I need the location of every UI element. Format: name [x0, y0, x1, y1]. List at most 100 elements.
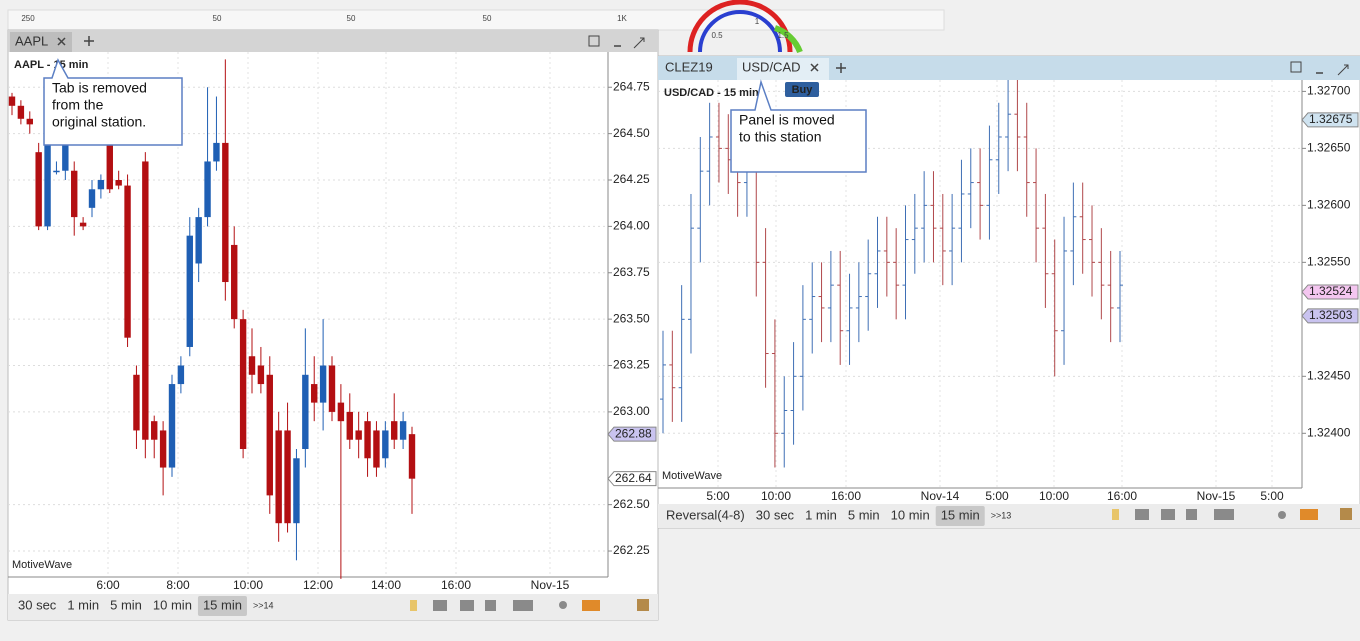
candle-body	[159, 430, 167, 468]
tab[interactable]	[10, 32, 72, 52]
x-tick-label: 14:00	[371, 578, 401, 592]
icon[interactable]	[637, 599, 649, 611]
icon[interactable]	[1135, 509, 1149, 520]
x-tick-label: Nov-14	[921, 489, 960, 503]
candle-body	[177, 365, 185, 385]
tab[interactable]	[737, 58, 829, 80]
toolbar-selected[interactable]	[935, 506, 985, 526]
price-marker	[1301, 284, 1359, 300]
icon[interactable]	[1300, 509, 1318, 520]
icon[interactable]	[1278, 511, 1286, 519]
candle-body	[133, 374, 140, 431]
icon[interactable]	[485, 600, 496, 611]
scale-label: 1K	[617, 14, 627, 23]
candle-body	[248, 356, 256, 375]
candle-body	[275, 430, 282, 524]
candle-body	[222, 142, 229, 283]
candle-body	[231, 244, 238, 320]
toolbar-item[interactable]: 30 sec	[756, 507, 795, 522]
price-marker-label: 1.32524	[1309, 284, 1353, 298]
icon[interactable]	[460, 600, 474, 611]
candle-body	[382, 430, 389, 459]
x-tick-label: 12:00	[303, 578, 333, 592]
candle-body	[284, 430, 291, 524]
x-tick-label: 10:00	[233, 578, 263, 592]
x-tick-label: 16:00	[1107, 489, 1137, 503]
toolbar-item[interactable]: 30 sec	[18, 597, 57, 612]
candle-body	[106, 142, 113, 190]
toolbar-item[interactable]: 15 min	[941, 507, 980, 522]
gauge-label: 0.5	[711, 31, 723, 40]
toolbar-item[interactable]: >>13	[991, 510, 1012, 520]
tab-bar	[8, 30, 658, 52]
candle-body	[26, 118, 33, 125]
add-tab[interactable]	[836, 63, 846, 73]
gauge-label: 1.5	[777, 31, 789, 40]
toolbar-icons	[1112, 508, 1352, 520]
price-marker	[1301, 112, 1359, 128]
toolbar-item[interactable]: 10 min	[153, 597, 192, 612]
icon[interactable]	[433, 600, 447, 611]
tab-label[interactable]: USD/CAD	[742, 59, 801, 74]
chart-title: AAPL - 15 min	[14, 59, 89, 71]
toolbar-item[interactable]: 1 min	[67, 597, 99, 612]
y-tick-label: 1.32600	[1307, 198, 1351, 212]
maximize[interactable]	[633, 37, 645, 49]
background-window	[7, 9, 945, 31]
icon[interactable]	[1112, 509, 1119, 520]
icon[interactable]	[582, 600, 600, 611]
scale-label: 250	[21, 14, 35, 23]
toolbar-item[interactable]: 1 min	[805, 507, 837, 522]
maximize[interactable]	[1337, 64, 1349, 76]
toolbar-item[interactable]: >>14	[253, 600, 274, 610]
x-tick-label: 16:00	[831, 489, 861, 503]
icon[interactable]	[1186, 509, 1197, 520]
tab-label[interactable]: CLEZ19	[665, 59, 713, 74]
candle-body	[35, 152, 42, 227]
icon[interactable]	[559, 601, 567, 609]
y-tick-label: 1.32550	[1307, 255, 1351, 269]
candle-body	[391, 421, 398, 440]
toolbar-item[interactable]: 15 min	[203, 597, 242, 612]
toolbar-item[interactable]: Reversal(4-8)	[666, 507, 745, 522]
tab-close[interactable]	[810, 63, 819, 72]
candle-body	[302, 374, 309, 449]
tab-close[interactable]	[57, 37, 66, 46]
toolbar-selected[interactable]	[197, 596, 247, 616]
callout-text: original station.	[52, 114, 146, 130]
content: 250 50 50 50 1K 0.5 1 1.5 264.75 264.50 264.25 264.…	[8, 14, 1359, 616]
icon[interactable]	[410, 600, 417, 611]
add-tab[interactable]	[84, 36, 94, 46]
scale-label: 50	[483, 14, 492, 23]
scale-label: 50	[213, 14, 222, 23]
x-tick-label: 5:00	[985, 489, 1009, 503]
icon[interactable]	[513, 600, 533, 611]
y-tick-label: 263.75	[613, 265, 650, 279]
icon[interactable]	[1340, 508, 1352, 520]
callout-box	[43, 58, 183, 146]
gauge-arc	[698, 10, 782, 53]
x-tick-label: 5:00	[706, 489, 730, 503]
candle-body	[373, 430, 380, 468]
buy-label: Buy	[792, 84, 814, 96]
callout-text: to this station	[739, 129, 822, 145]
gauge-arc	[773, 25, 803, 54]
candle-body	[319, 365, 327, 403]
toolbar-item[interactable]: 5 min	[110, 597, 142, 612]
window-button[interactable]	[588, 35, 600, 47]
window-button[interactable]	[1290, 61, 1302, 73]
icon[interactable]	[1214, 509, 1234, 520]
gauge-label: 1	[755, 17, 760, 26]
y-tick-label: 264.75	[613, 79, 650, 93]
toolbar-icons	[410, 599, 649, 611]
candle-body	[124, 185, 131, 338]
callout-text: Panel is moved	[739, 112, 835, 128]
y-tick-label: 263.25	[613, 358, 650, 372]
toolbar-item[interactable]: 5 min	[848, 507, 880, 522]
icon[interactable]	[1161, 509, 1175, 520]
y-tick-label: 1.32400	[1307, 425, 1351, 439]
buy-button[interactable]	[785, 82, 819, 97]
toolbar-item[interactable]: 10 min	[891, 507, 930, 522]
candle-body	[204, 161, 211, 218]
